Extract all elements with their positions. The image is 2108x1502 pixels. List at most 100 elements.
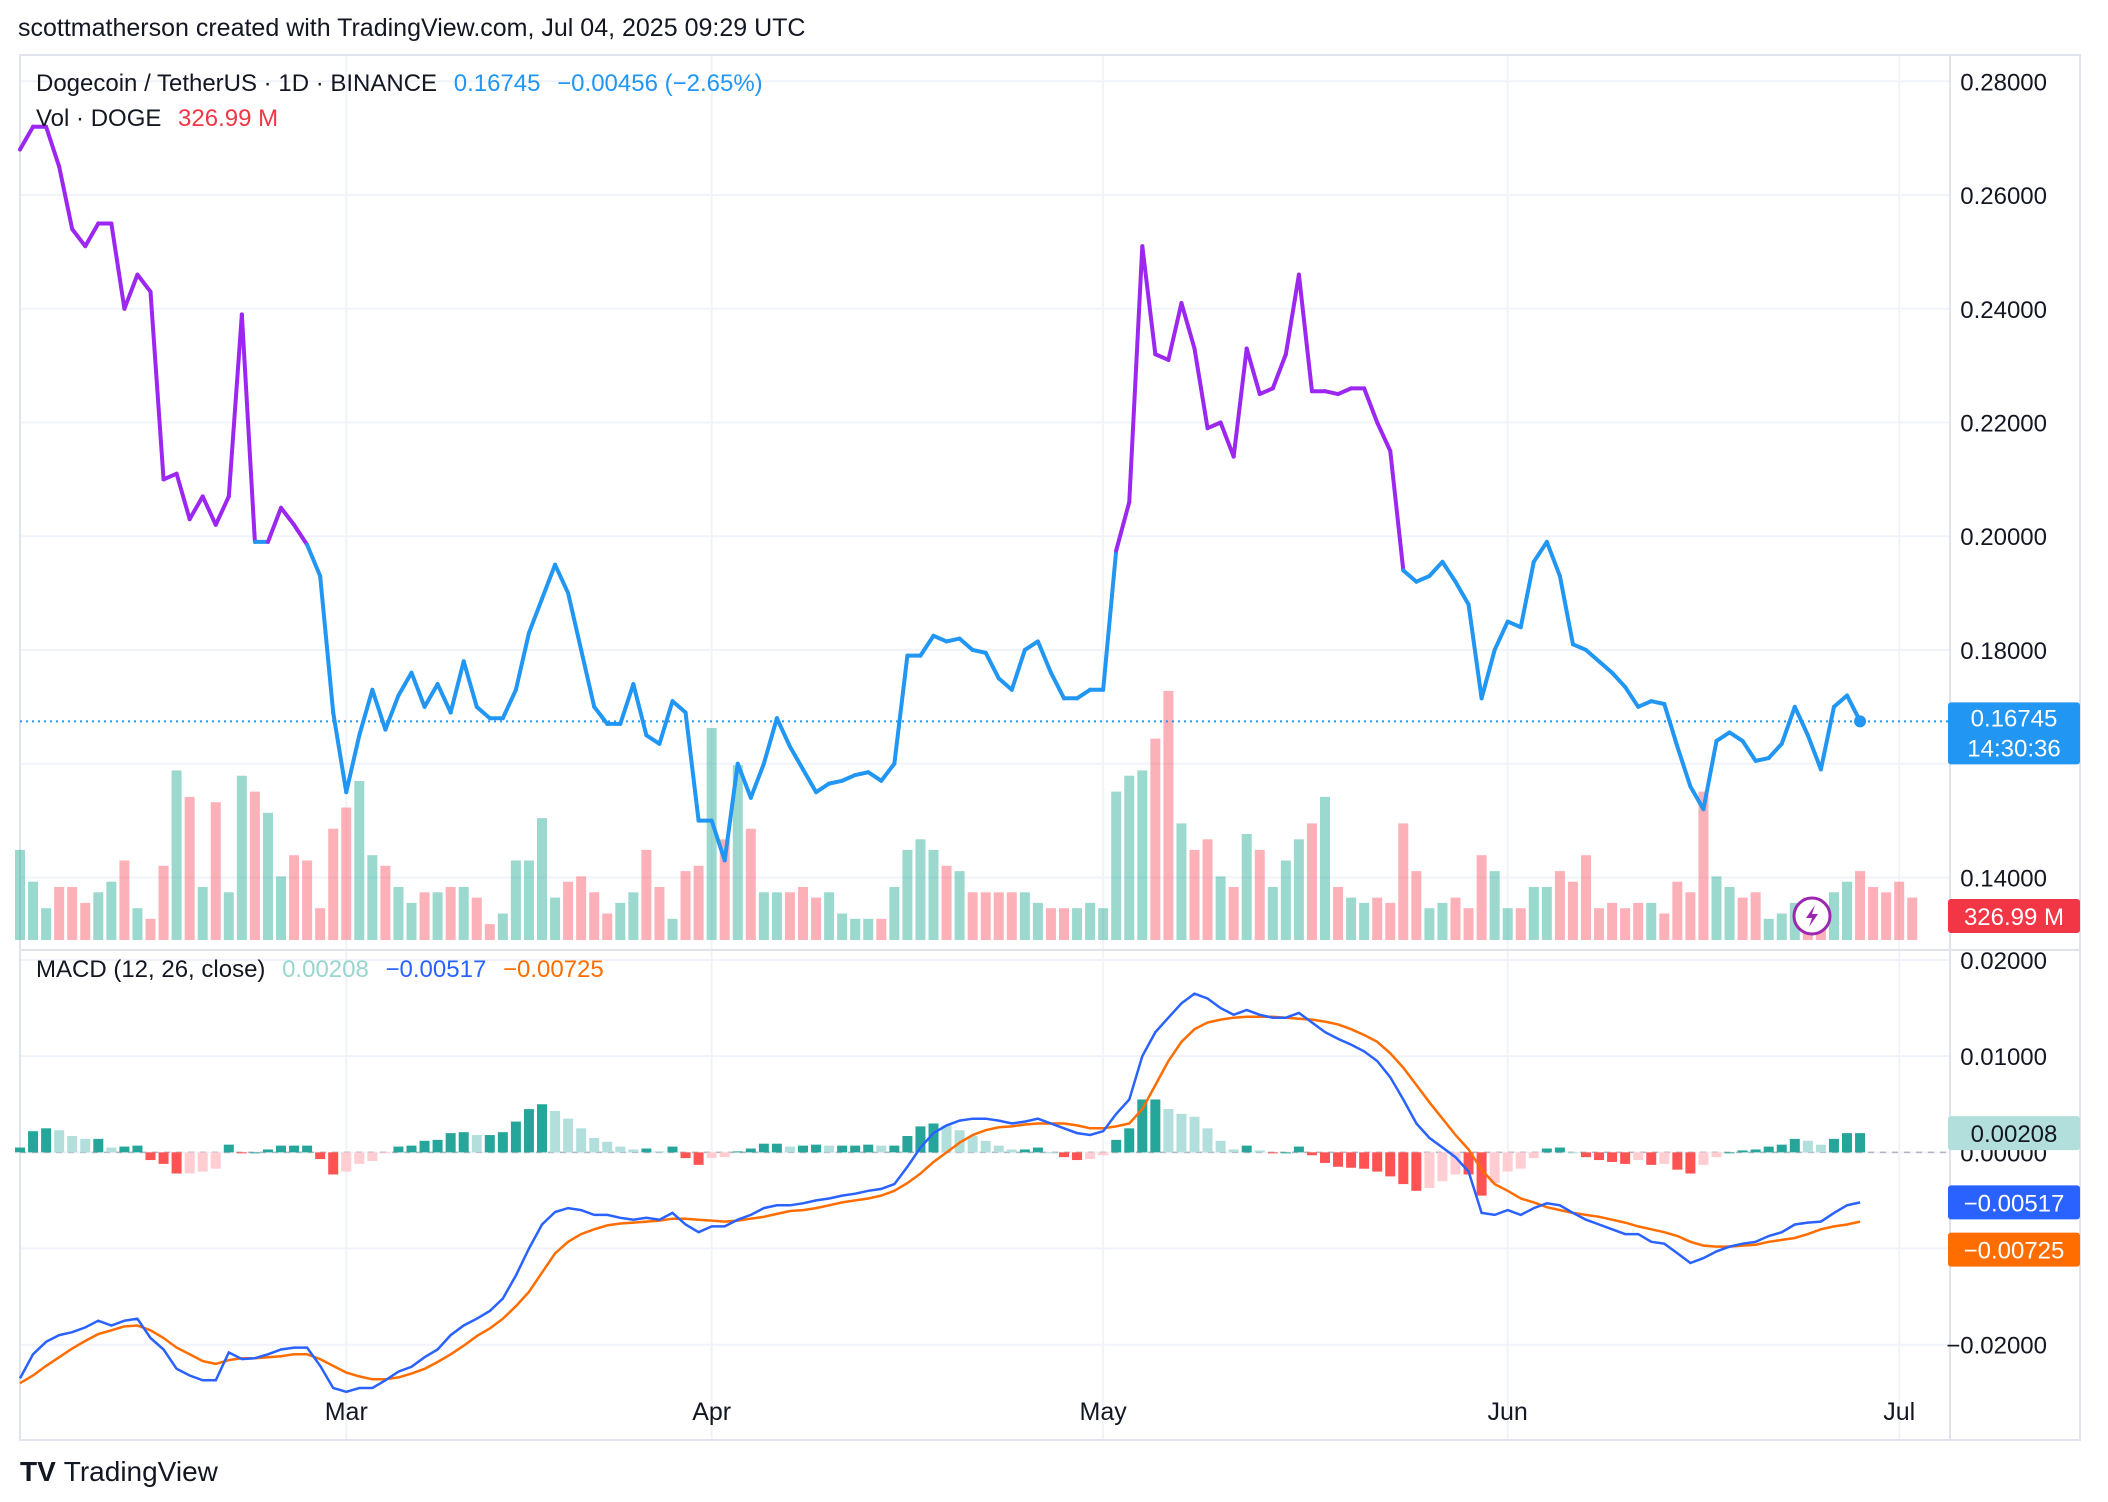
macd-histogram-bar [28,1131,39,1153]
volume-bar [706,728,717,940]
price-segment [1218,420,1236,459]
price-segment [200,494,218,527]
macd-histogram-bar [458,1132,469,1153]
volume-bar [1489,871,1500,940]
macd-histogram-bar [341,1152,352,1172]
macd-histogram-bar [1633,1152,1644,1161]
price-segment [305,542,323,579]
volume-bar [184,796,195,940]
volume-bar [850,918,861,940]
volume-bar [1828,892,1839,940]
macd-histogram-bar [1502,1152,1513,1172]
volume-bar [1528,887,1539,940]
volume-bar [1541,887,1552,940]
price-segment [1740,738,1758,763]
price-segment [1048,670,1066,701]
volume-bar [1346,897,1357,940]
volume-bar [1646,902,1657,940]
volume-bar [419,892,430,940]
volume-bar [1659,913,1670,940]
volume-bar [615,902,626,940]
macd-histogram-bar [745,1148,756,1153]
macd-histogram-bar [158,1152,169,1164]
volume-bar [458,887,469,940]
price-segment [213,494,231,527]
price-segment [683,710,701,823]
volume-bar [1424,908,1435,940]
macd-histogram-bar [680,1152,691,1159]
price-segment [239,312,257,544]
signal-tag [1948,1232,2080,1267]
price-segment [513,630,531,692]
price-segment [435,682,453,715]
macd-histogram-bar [1320,1152,1330,1163]
macd-histogram-bar [1802,1140,1813,1153]
volume-bar [328,828,339,940]
macd-histogram-bar [184,1152,195,1174]
volume-bar [1150,738,1161,940]
macd-histogram-bar [523,1109,534,1153]
volume-bar [693,865,704,940]
volume-bar [262,812,273,940]
volume-bar [1711,876,1722,940]
macd-histogram-bar [889,1145,900,1153]
macd-histogram-bar [1607,1152,1618,1162]
volume-bar [1763,918,1774,940]
macd-histogram-bar [1750,1149,1761,1153]
price-segment [1701,738,1719,812]
volume-bar [93,892,104,940]
volume-bar [471,897,482,940]
price-segment [1114,500,1132,553]
price-tick-label: 0.26000 [1960,183,2047,210]
price-segment [774,716,792,749]
macd-histogram-bar [1032,1147,1043,1153]
macd-histogram-bar [667,1146,678,1153]
volume-bar [523,860,534,940]
macd-histogram-bar [1228,1149,1239,1153]
volume-bar [1737,897,1748,940]
volume-bar [1333,887,1344,940]
volume-bar [798,887,808,940]
price-segment [500,687,518,721]
volume-bars [15,690,1918,940]
plot-frame [19,54,2081,1441]
price-segment [540,562,558,601]
price-segment [1479,647,1497,701]
macd-histogram-bar [928,1123,939,1153]
price-segment [1075,687,1093,701]
price-segment [709,818,727,863]
volume-bar [1385,902,1396,940]
price-segment [1035,639,1053,675]
macd-histogram-bar [1059,1152,1069,1158]
time-tick-label: Mar [325,1398,368,1426]
price-segment [1401,568,1419,584]
volume-bar [1124,775,1135,940]
macd-histogram-bar [1567,1152,1578,1154]
macd-histogram-bar [315,1152,326,1160]
price-segment [787,744,805,772]
macd-histogram-bar [537,1104,547,1153]
price-segment [983,650,1001,681]
volume-bar [80,902,91,940]
macd-histogram-bar [1085,1152,1096,1160]
volume-bar [1019,892,1030,940]
price-segment [1570,642,1588,652]
price-segment [396,670,414,698]
price-segment [1792,704,1810,738]
tradingview-brand: TradingView [63,1456,218,1487]
price-segment [1544,539,1562,579]
last-price-dot [1854,715,1867,728]
volume-bar [1724,887,1735,940]
macd-histogram-bar [15,1147,25,1153]
time-tick-label: Apr [692,1398,731,1426]
price-segment [1231,346,1249,459]
axes: 0.28000 0.26000 0.24000 0.22000 0.20000 0.180… [325,69,2047,1426]
macd-histogram-bar [1815,1144,1826,1153]
price-segment [657,699,675,746]
volume-bar [576,876,587,940]
price-segment [1440,559,1458,584]
macd-histogram-bar [197,1152,208,1172]
hist-tag [1948,1116,2080,1151]
macd-histogram-bar [1385,1152,1396,1177]
